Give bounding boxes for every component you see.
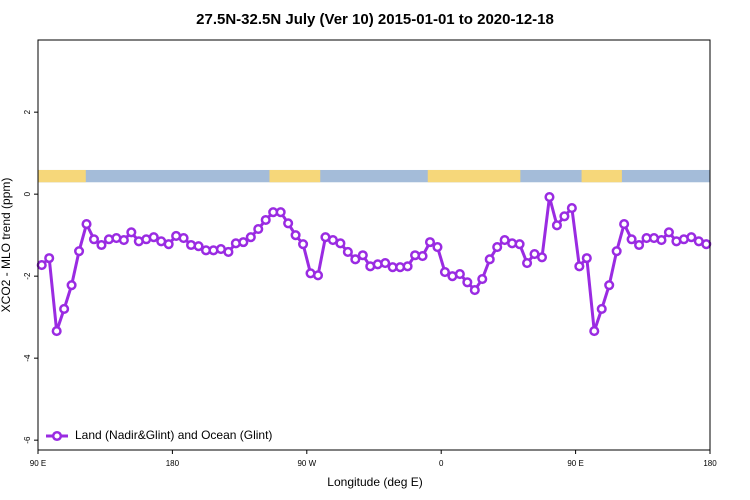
data-point xyxy=(96,239,107,251)
y-tick-label: -4 xyxy=(23,354,32,362)
data-point xyxy=(178,232,189,244)
y-axis-label: XCO2 - MLO trend (ppm) xyxy=(0,178,13,313)
data-point xyxy=(118,235,129,246)
data-point xyxy=(522,257,533,269)
data-point xyxy=(380,257,391,269)
data-point xyxy=(686,232,697,243)
x-tick-label: 180 xyxy=(166,459,180,468)
data-point xyxy=(44,253,55,264)
data-point xyxy=(634,239,645,251)
data-point xyxy=(514,239,525,250)
x-tick-label: 90 W xyxy=(297,459,316,468)
data-point xyxy=(275,207,286,218)
data-point xyxy=(51,326,62,337)
legend-marker xyxy=(51,430,63,442)
data-point xyxy=(74,246,85,257)
data-point xyxy=(589,326,600,337)
data-point xyxy=(477,273,488,285)
data-point xyxy=(126,227,137,238)
data-point xyxy=(462,277,473,288)
data-point xyxy=(223,246,234,258)
x-tick-label: 0 xyxy=(439,459,444,468)
chart-title: 27.5N-32.5N July (Ver 10) 2015-01-01 to … xyxy=(196,11,554,28)
y-tick-label: 2 xyxy=(23,109,32,114)
data-point xyxy=(551,220,562,231)
data-point xyxy=(66,280,77,291)
land-segment xyxy=(269,169,321,183)
land-segment xyxy=(427,169,521,183)
land-segment xyxy=(38,169,86,183)
data-point xyxy=(454,269,465,280)
data-point xyxy=(163,239,174,250)
y-tick-label: -2 xyxy=(23,272,32,280)
data-point xyxy=(469,285,480,296)
plot-frame xyxy=(37,39,711,451)
data-point xyxy=(439,267,450,278)
data-point xyxy=(663,227,674,238)
data-point xyxy=(88,234,100,245)
data-point xyxy=(432,242,443,253)
data-point xyxy=(626,234,637,245)
ocean-band xyxy=(38,169,710,183)
data-point xyxy=(238,237,249,248)
data-point xyxy=(350,254,361,265)
x-tick-label: 180 xyxy=(703,459,717,468)
data-point xyxy=(81,219,92,230)
data-point xyxy=(656,235,667,246)
y-tick-label: 0 xyxy=(23,191,32,196)
data-point xyxy=(298,239,309,250)
data-point xyxy=(253,223,264,235)
data-point xyxy=(596,303,607,315)
data-point xyxy=(193,241,204,252)
data-point xyxy=(536,252,548,263)
x-tick-label: 90 E xyxy=(567,459,583,468)
data-point xyxy=(484,254,495,265)
data-point xyxy=(619,219,630,230)
data-point xyxy=(312,270,324,281)
data-point xyxy=(574,261,585,272)
data-point xyxy=(402,261,413,272)
data-point xyxy=(357,250,368,261)
data-point xyxy=(335,238,346,249)
data-point xyxy=(290,230,301,241)
data-point xyxy=(492,242,503,253)
data-point xyxy=(148,232,159,243)
data-point xyxy=(260,214,271,226)
data-point xyxy=(283,218,294,229)
legend-label: Land (Nadir&Glint) and Ocean (Glint) xyxy=(75,428,272,442)
data-point xyxy=(59,303,70,315)
x-axis-label: Longitude (deg E) xyxy=(327,475,422,489)
data-point xyxy=(566,203,577,214)
data-point xyxy=(36,260,47,271)
y-tick-label: -6 xyxy=(23,436,32,444)
data-point xyxy=(245,232,256,243)
data-point xyxy=(424,237,436,248)
data-point xyxy=(417,251,428,262)
data-point xyxy=(604,280,615,291)
data-point xyxy=(581,253,592,264)
data-point xyxy=(342,246,353,258)
data-point xyxy=(701,239,712,250)
data-point xyxy=(559,211,570,222)
x-tick-label: 90 E xyxy=(30,459,46,468)
data-point xyxy=(611,246,622,257)
land-segment xyxy=(581,169,622,183)
data-point xyxy=(544,191,555,203)
